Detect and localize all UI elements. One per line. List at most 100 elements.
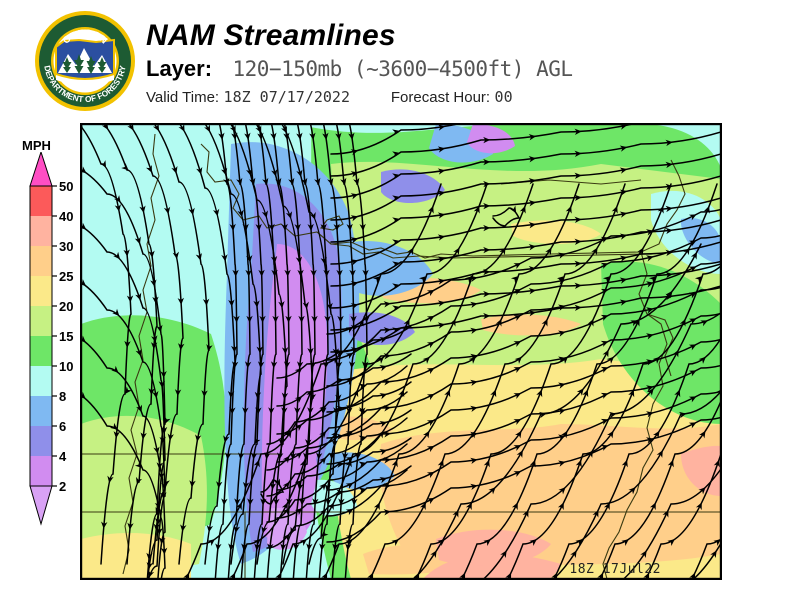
streamline-arrowhead bbox=[81, 166, 87, 174]
streamline-arrowhead bbox=[277, 452, 284, 460]
streamline bbox=[276, 381, 412, 435]
streamline-arrowhead bbox=[558, 356, 566, 363]
streamline bbox=[81, 391, 168, 579]
streamline-arrowhead bbox=[345, 534, 354, 542]
streamline-arrowhead bbox=[426, 419, 435, 427]
streamline-arrowhead bbox=[528, 200, 537, 207]
streamline-arrowhead bbox=[345, 352, 354, 360]
streamline-arrowhead bbox=[139, 205, 146, 213]
map-panel[interactable]: 18Z 17Jul22 bbox=[80, 123, 722, 580]
streamline-arrowhead bbox=[112, 308, 120, 317]
legend-units-label: MPH bbox=[22, 138, 51, 153]
streamline-arrowhead bbox=[312, 498, 319, 506]
streamline-arrowhead bbox=[156, 324, 163, 333]
streamline-arrowhead bbox=[153, 446, 160, 454]
streamline-arrowhead bbox=[565, 205, 572, 214]
streamline-arrowhead bbox=[253, 459, 260, 468]
streamline-arrowhead bbox=[359, 223, 366, 231]
streamline-arrowhead bbox=[159, 436, 166, 444]
streamline bbox=[266, 365, 408, 445]
streamline-arrowhead bbox=[257, 132, 264, 140]
streamline-arrowhead bbox=[345, 378, 354, 386]
streamline-arrowhead bbox=[202, 298, 210, 306]
streamline-arrowhead bbox=[483, 539, 491, 546]
streamline-arrowhead bbox=[606, 356, 614, 364]
streamline-arrowhead bbox=[163, 206, 171, 215]
streamline-arrowhead bbox=[619, 299, 628, 306]
streamline-arrowhead bbox=[419, 502, 426, 511]
streamline bbox=[276, 437, 412, 491]
streamline-arrowhead bbox=[587, 318, 594, 327]
streamline-arrowhead bbox=[674, 389, 681, 398]
streamline-arrowhead bbox=[152, 124, 160, 132]
streamline-arrowhead bbox=[558, 304, 566, 311]
streamline-arrowhead bbox=[255, 407, 262, 415]
streamline-arrowhead bbox=[646, 411, 654, 418]
streamline-arrowhead bbox=[619, 189, 628, 196]
streamline-arrowhead bbox=[281, 502, 288, 511]
streamline-arrowhead bbox=[652, 356, 660, 364]
legend-over-range bbox=[29, 152, 53, 187]
legend-tick-label: 50 bbox=[59, 179, 73, 194]
speed-contour-band bbox=[81, 532, 191, 579]
streamline-arrowhead bbox=[261, 525, 268, 534]
streamline-arrowhead bbox=[134, 236, 141, 245]
streamline-arrowhead bbox=[271, 269, 278, 277]
streamline-arrowhead bbox=[111, 365, 119, 373]
streamline-arrowhead bbox=[299, 539, 307, 546]
legend-band bbox=[30, 186, 52, 217]
valid-time-label: Valid Time: bbox=[146, 89, 220, 106]
streamline-arrowhead bbox=[246, 168, 253, 176]
streamline-arrowhead bbox=[259, 315, 266, 323]
streamline-arrowhead bbox=[306, 543, 313, 551]
streamline-arrowhead bbox=[700, 320, 708, 327]
streamline bbox=[253, 124, 279, 579]
layer-value: 120−150mb (~3600−4500ft) AGL bbox=[232, 57, 574, 81]
streamline-arrowhead bbox=[336, 433, 344, 440]
streamline-arrowhead bbox=[294, 223, 301, 231]
streamline-path bbox=[691, 538, 721, 579]
streamline-arrowhead bbox=[244, 361, 252, 369]
legend-tick-label: 15 bbox=[59, 329, 73, 344]
streamline-arrowhead bbox=[468, 356, 476, 364]
streamline bbox=[305, 124, 331, 579]
streamline-path bbox=[81, 225, 166, 579]
streamline-arrowhead bbox=[558, 487, 566, 495]
streamline-arrowhead bbox=[350, 237, 359, 244]
streamline-arrowhead bbox=[135, 476, 143, 485]
streamline-arrowhead bbox=[551, 572, 558, 579]
streamline-arrowhead bbox=[307, 407, 314, 415]
streamline bbox=[152, 124, 213, 565]
streamline-arrowhead bbox=[261, 210, 269, 218]
streamline-arrowhead bbox=[146, 561, 153, 570]
streamline-arrowhead bbox=[215, 543, 222, 551]
streamline-arrowhead bbox=[231, 345, 238, 353]
streamline-arrowhead bbox=[154, 501, 162, 510]
streamline-arrowhead bbox=[152, 390, 159, 399]
streamline-arrowhead bbox=[294, 480, 303, 488]
streamline-arrowhead bbox=[672, 349, 679, 358]
streamline-arrowhead bbox=[607, 430, 614, 439]
streamline-arrowhead bbox=[345, 482, 354, 490]
streamline-arrowhead bbox=[81, 222, 87, 230]
streamline-arrowhead bbox=[273, 498, 280, 506]
streamline-arrowhead bbox=[538, 411, 547, 419]
streamline-arrowhead bbox=[345, 326, 354, 334]
streamline-arrowhead bbox=[391, 459, 398, 468]
streamline-arrowhead bbox=[345, 508, 354, 516]
streamline-arrowhead bbox=[126, 295, 134, 303]
streamline-arrowhead bbox=[619, 167, 628, 174]
streamline-arrowhead bbox=[278, 301, 285, 309]
streamline-arrowhead bbox=[483, 158, 491, 166]
streamline bbox=[276, 465, 412, 519]
streamline bbox=[330, 263, 721, 332]
streamline-arrowhead bbox=[592, 509, 599, 518]
streamline bbox=[276, 325, 412, 379]
streamline bbox=[214, 124, 240, 579]
streamline-arrowhead bbox=[514, 356, 522, 364]
streamline-arrowhead bbox=[640, 550, 647, 559]
streamline-arrowhead bbox=[469, 430, 476, 439]
streamline-map[interactable] bbox=[81, 124, 721, 579]
streamline-arrowhead bbox=[665, 183, 673, 191]
streamline-arrowhead bbox=[483, 312, 491, 320]
